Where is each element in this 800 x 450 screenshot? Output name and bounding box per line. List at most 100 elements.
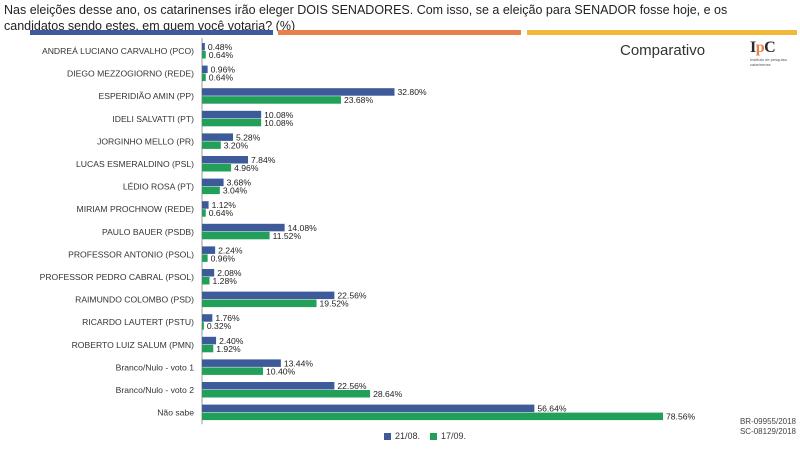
data-label-series-1: 5.28% [236,132,261,142]
bar-series-2 [202,51,206,59]
bar-series-1 [202,291,335,300]
category-label: RAIMUNDO COLOMBO (PSD) [75,295,194,305]
bar-series-1 [202,178,224,187]
bar-series-1 [202,336,217,345]
data-label-series-1: 2.24% [218,245,243,255]
bar-series-1 [202,359,281,367]
legend-swatch-series-2 [430,432,438,440]
bar-series-2 [202,141,221,149]
category-label: PAULO BAUER (PSDB) [102,227,194,237]
category-label: ROBERTO LUIZ SALUM (PMN) [72,340,195,350]
survey-code-br: BR-09955/2018 [739,417,796,426]
data-label-series-1: 22.56% [337,381,367,391]
category-label: Branco/Nulo - voto 1 [116,362,195,372]
bar-series-2 [202,299,317,308]
data-label-series-1: 0.48% [208,42,233,52]
panel-title: Comparativo [620,42,706,59]
logo-tagline: Instituto de pesquisa catarinense [750,57,787,67]
data-label-series-2: 11.52% [273,231,302,241]
bar-series-1 [202,88,395,96]
data-label-series-1: 3.68% [227,178,252,188]
bar-series-2 [202,322,204,330]
data-label-series-2: 0.32% [207,321,232,331]
header-strip-blue [30,30,273,35]
category-label: DIEGO MEZZOGIORNO (REDE) [67,69,194,79]
category-label: ANDREÁ LUCIANO CARVALHO (PCO) [42,46,194,56]
bar-series-2 [202,344,214,353]
category-label: JORGINHO MELLO (PR) [97,136,194,146]
bar-series-2 [202,118,262,127]
data-label-series-2: 1.28% [213,276,238,286]
legend-label-series-2: 17/09. [441,431,467,441]
data-label-series-1: 56.64% [537,404,567,414]
data-label-series-1: 13.44% [284,358,314,368]
category-label: PROFESSOR PEDRO CABRAL (PSOL) [40,272,195,282]
data-label-series-2: 3.20% [224,140,249,150]
bar-series-2 [202,231,270,240]
bar-series-1 [202,65,208,74]
data-label-series-1: 0.96% [211,65,236,75]
category-label: MIRIAM PROCHNOW (REDE) [77,204,195,214]
legend-swatch-series-1 [384,432,391,440]
data-label-series-1: 32.80% [397,87,427,97]
category-label: IDELI SALVATTI (PT) [112,114,194,124]
survey-codes: BR-09955/2018 SC-08129/2018 [740,417,796,437]
bar-series-2 [202,96,341,104]
survey-code-sc: SC-08129/2018 [739,427,796,436]
legend-item-series-1: 21/08. [384,431,420,441]
legend-item-series-2: 17/09. [430,431,466,441]
data-label-series-1: 1.12% [212,200,237,210]
data-label-series-2: 0.64% [209,50,234,60]
data-label-series-2: 0.64% [209,73,234,83]
bar-series-2 [202,209,206,217]
ipc-logo: IpC Instituto de pesquisa catarinense [750,40,790,72]
data-label-series-2: 10.08% [264,118,294,128]
data-label-series-1: 1.76% [215,313,240,323]
bar-series-1 [202,269,215,277]
data-label-series-2: 0.64% [209,208,234,218]
bar-series-1 [202,110,262,119]
bar-series-1 [202,201,209,209]
bar-series-1 [202,43,205,51]
category-label: Não sabe [157,408,194,418]
data-label-series-2: 3.04% [223,186,248,196]
data-label-series-1: 22.56% [337,291,367,301]
bar-series-2 [202,186,220,195]
data-label-series-2: 23.68% [344,95,374,105]
chart-legend: 21/08. 17/09. [384,431,466,441]
bar-series-1 [202,314,213,322]
data-label-series-1: 2.40% [219,336,244,346]
bar-series-2 [202,164,232,172]
bar-series-2 [202,412,663,421]
bar-series-2 [202,254,208,262]
data-label-series-2: 10.40% [266,366,296,376]
category-label: LUCAS ESMERALDINO (PSL) [76,159,194,169]
data-label-series-1: 7.84% [251,155,276,165]
bar-series-2 [202,367,264,375]
bar-series-1 [202,382,335,390]
bar-series-1 [202,156,249,164]
legend-label-series-1: 21/08. [395,431,421,441]
category-label: Branco/Nulo - voto 2 [116,385,195,395]
bar-series-1 [202,133,233,141]
header-strip-orange [278,30,521,35]
bar-series-1 [202,404,535,413]
data-label-series-2: 19.52% [320,299,350,309]
category-label: PROFESSOR ANTONIO (PSOL) [68,249,194,259]
survey-question: Nas eleições desse ano, os catarinenses … [4,3,728,33]
data-label-series-2: 28.64% [373,389,403,399]
header-strip-yellow [527,30,797,35]
bar-series-1 [202,246,216,254]
bar-series-2 [202,390,371,398]
bar-series-2 [202,277,210,285]
data-label-series-1: 2.08% [217,268,242,278]
data-label-series-2: 78.56% [666,412,696,422]
bar-series-1 [202,223,285,232]
data-label-series-1: 14.08% [288,223,318,233]
data-label-series-2: 1.92% [216,344,241,354]
data-label-series-1: 10.08% [264,110,294,120]
category-label: ESPERIDIÃO AMIN (PP) [98,91,194,101]
data-label-series-2: 4.96% [234,163,259,173]
data-label-series-2: 0.96% [211,253,236,263]
